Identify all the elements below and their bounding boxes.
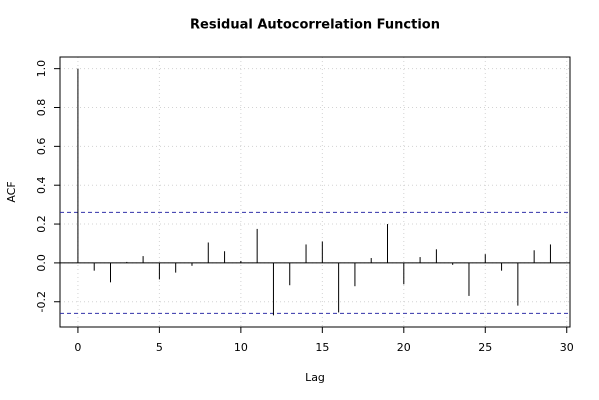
x-tick-label: 10 bbox=[234, 341, 248, 354]
y-tick-label: 0.6 bbox=[35, 138, 48, 156]
plot-frame bbox=[59, 56, 571, 328]
y-tick-label: 1.0 bbox=[35, 60, 48, 78]
x-tick-label: 20 bbox=[397, 341, 411, 354]
y-tick-label: 0.4 bbox=[35, 176, 48, 194]
y-tick-label: 0.8 bbox=[35, 99, 48, 117]
x-tick-label: 25 bbox=[478, 341, 492, 354]
y-tick-label: -0.2 bbox=[35, 291, 48, 312]
y-axis-label: ACF bbox=[5, 181, 18, 202]
chart-title: Residual Autocorrelation Function bbox=[190, 18, 440, 33]
x-tick-label: 0 bbox=[74, 341, 81, 354]
x-tick-label: 30 bbox=[560, 341, 574, 354]
y-tick-label: 0.2 bbox=[35, 215, 48, 233]
x-tick-label: 15 bbox=[315, 341, 329, 354]
x-tick-label: 5 bbox=[156, 341, 163, 354]
x-axis-label: Lag bbox=[305, 371, 325, 384]
y-tick-label: 0.0 bbox=[35, 254, 48, 272]
